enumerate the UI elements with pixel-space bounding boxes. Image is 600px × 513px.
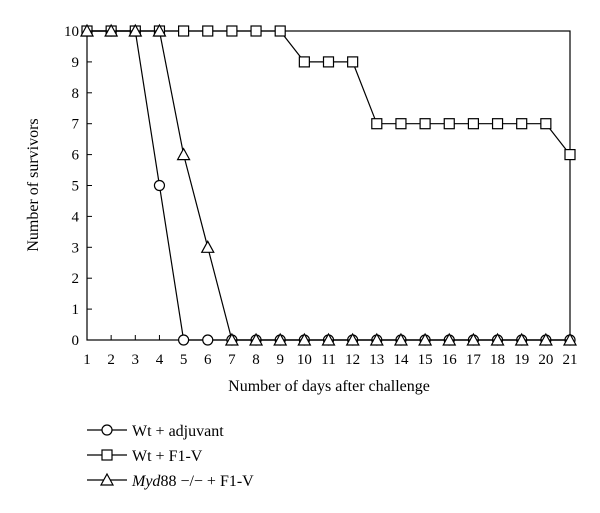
legend-item-wt-adjuvant: Wt + adjuvant	[87, 423, 224, 440]
y-tick-label: 0	[72, 333, 80, 349]
data-point-circle	[202, 334, 214, 346]
data-point-square	[516, 118, 528, 130]
data-point-square	[491, 118, 504, 130]
x-tick-label: 2	[107, 352, 115, 368]
y-tick-label: 1	[72, 302, 80, 318]
data-point-triangle	[418, 332, 433, 346]
x-tick-label: 8	[252, 352, 260, 368]
x-tick-label: 9	[276, 352, 284, 368]
data-point-triangle	[224, 332, 239, 346]
square-marker-icon	[101, 449, 113, 461]
data-point-triangle	[273, 332, 288, 346]
data-point-triangle	[538, 332, 553, 346]
y-axis-title: Number of survivors	[25, 118, 42, 251]
x-tick-label: 10	[297, 352, 312, 368]
data-point-triangle	[514, 332, 529, 346]
x-axis-ticks: 1 2 3 4 5 6 7 8 9 10 11 12 13 14 15 16 17 18 19 20 21	[83, 335, 578, 368]
data-point-square	[226, 25, 238, 37]
data-point-square	[347, 56, 359, 68]
x-tick-label: 7	[228, 352, 236, 368]
x-tick-label: 14	[393, 352, 409, 368]
x-tick-label: 1	[83, 352, 91, 368]
x-tick-label: 12	[345, 352, 360, 368]
data-point-triangle	[490, 332, 505, 346]
data-point-square	[467, 118, 479, 130]
legend-label: Wt + adjuvant	[132, 423, 224, 440]
data-point-circle	[178, 334, 190, 346]
y-tick-label: 8	[72, 86, 80, 102]
data-point-square	[443, 118, 455, 130]
data-point-square	[540, 118, 552, 130]
data-point-triangle	[200, 240, 215, 253]
data-point-square	[371, 118, 383, 130]
legend-label-rest: 88 −/− + F1-V	[160, 473, 254, 490]
series-line	[87, 30, 571, 155]
data-point-triangle	[128, 23, 143, 37]
x-axis-title: Number of days after challenge	[228, 378, 430, 395]
data-point-square	[564, 149, 576, 161]
legend-label: Wt + F1-V	[132, 448, 203, 465]
data-point-triangle	[345, 332, 360, 346]
data-point-triangle	[79, 23, 95, 37]
data-point-square	[274, 25, 286, 37]
x-tick-label: 21	[563, 352, 578, 368]
y-tick-label: 5	[72, 179, 80, 195]
legend: Wt + adjuvant Wt + F1-V Myd88 −/− + F1-V	[87, 423, 254, 490]
x-tick-label: 5	[180, 352, 188, 368]
series-square	[81, 25, 576, 161]
y-tick-label: 6	[72, 148, 80, 164]
x-tick-label: 16	[442, 352, 458, 368]
series-triangle	[79, 23, 578, 346]
y-axis-ticks: 0 1 2 3 4 5 6 7 8 9 10	[64, 24, 92, 349]
x-tick-label: 15	[418, 352, 433, 368]
data-point-triangle	[393, 332, 408, 346]
data-point-triangle	[369, 332, 384, 346]
x-tick-label: 18	[490, 352, 505, 368]
data-point-square	[395, 118, 407, 130]
x-tick-label: 11	[321, 352, 335, 368]
series-circle	[81, 25, 576, 346]
legend-item-myd88-f1v: Myd88 −/− + F1-V	[87, 472, 254, 490]
data-point-square	[322, 56, 335, 68]
data-point-triangle	[442, 332, 457, 346]
x-tick-label: 13	[369, 352, 384, 368]
legend-label: Myd88 −/− + F1-V	[131, 473, 254, 490]
data-point-square	[202, 25, 214, 37]
x-tick-label: 3	[132, 352, 140, 368]
x-tick-label: 4	[156, 352, 164, 368]
y-tick-label: 4	[72, 209, 80, 225]
y-tick-label: 9	[72, 55, 80, 71]
data-point-triangle	[562, 332, 578, 346]
data-point-triangle	[176, 147, 191, 161]
y-tick-label: 7	[72, 117, 80, 133]
y-tick-label: 3	[72, 240, 80, 256]
data-point-square	[419, 118, 431, 130]
data-point-circle	[153, 179, 166, 192]
data-point-square	[250, 25, 262, 37]
series-layer	[79, 23, 578, 346]
y-tick-label: 2	[72, 271, 80, 287]
y-tick-label: 10	[64, 24, 79, 40]
x-tick-label: 19	[514, 352, 529, 368]
data-point-triangle	[104, 23, 119, 37]
data-point-square	[178, 25, 190, 37]
legend-item-wt-f1v: Wt + F1-V	[87, 448, 203, 465]
data-point-triangle	[249, 332, 264, 346]
legend-label-italic: Myd	[131, 473, 161, 490]
circle-marker-icon	[101, 424, 113, 436]
x-tick-label: 6	[204, 352, 212, 368]
x-tick-label: 17	[466, 352, 482, 368]
data-point-triangle	[321, 332, 336, 346]
triangle-marker-icon	[99, 472, 115, 486]
x-tick-label: 20	[538, 352, 553, 368]
data-point-square	[298, 56, 310, 68]
data-point-triangle	[297, 332, 312, 346]
data-point-triangle	[466, 332, 481, 346]
data-point-triangle	[152, 23, 167, 37]
